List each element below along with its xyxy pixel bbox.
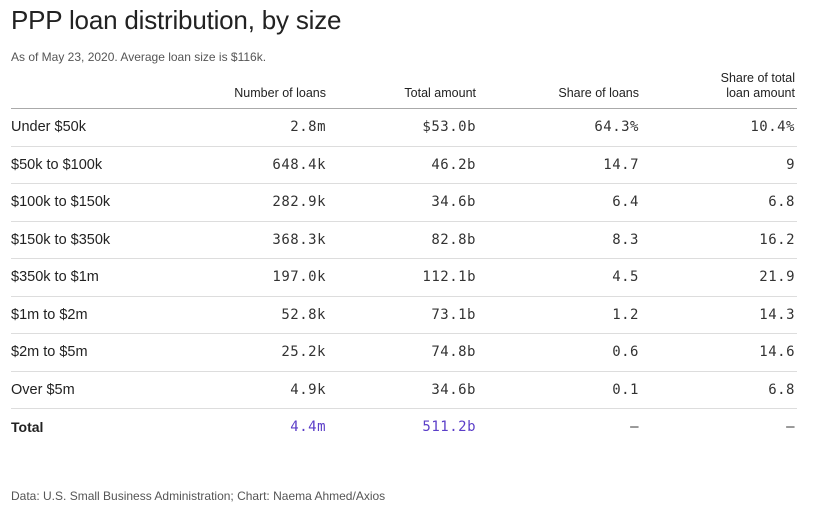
loan-distribution-table: Number of loans Total amount Share of lo… [11,69,797,446]
cell-category: $350k to $1m [11,258,171,297]
cell-share-of-total: 9 [641,146,797,184]
cell-category: Over $5m [11,371,171,409]
total-cell-share-of-total: – [641,408,797,446]
total-cell-category: Total [11,408,171,446]
cell-category: $50k to $100k [11,146,171,184]
cell-total-amount: $53.0b [328,108,478,147]
cell-category: $2m to $5m [11,333,171,372]
header-share-of-loans: Share of loans [478,69,641,109]
table-body: Under $50k 2.8m $53.0b 64.3% 10.4% $50k to $1… [11,108,797,446]
cell-total-amount: 74.8b [328,333,478,372]
cell-number-of-loans: 648.4k [171,146,328,184]
table-row: Over $5m 4.9k 34.6b 0.1 6.8 [11,371,797,409]
cell-number-of-loans: 282.9k [171,183,328,222]
cell-number-of-loans: 368.3k [171,221,328,259]
header-category [11,69,171,109]
table-row: Under $50k 2.8m $53.0b 64.3% 10.4% [11,108,797,147]
cell-share-of-loans: 14.7 [478,146,641,184]
header-number-of-loans: Number of loans [171,69,328,109]
table-row: $2m to $5m 25.2k 74.8b 0.6 14.6 [11,333,797,372]
chart-title: PPP loan distribution, by size [11,5,342,35]
cell-share-of-total: 14.3 [641,296,797,334]
table-row: $1m to $2m 52.8k 73.1b 1.2 14.3 [11,296,797,334]
total-cell-share-of-loans: – [478,408,641,446]
cell-total-amount: 34.6b [328,371,478,409]
cell-share-of-total: 14.6 [641,333,797,372]
cell-share-of-loans: 4.5 [478,258,641,297]
cell-number-of-loans: 25.2k [171,333,328,372]
cell-number-of-loans: 197.0k [171,258,328,297]
table-total-row: Total 4.4m 511.2b – – [11,408,797,446]
table-row: $150k to $350k 368.3k 82.8b 8.3 16.2 [11,221,797,259]
header-share-of-total-line2: loan amount [726,86,795,100]
cell-share-of-loans: 8.3 [478,221,641,259]
table-row: $50k to $100k 648.4k 46.2b 14.7 9 [11,146,797,184]
header-share-of-total-line1: Share of total [720,71,795,85]
cell-share-of-loans: 64.3% [478,108,641,147]
cell-total-amount: 46.2b [328,146,478,184]
total-cell-number-of-loans: 4.4m [171,408,328,446]
cell-share-of-total: 6.8 [641,183,797,222]
cell-share-of-total: 16.2 [641,221,797,259]
cell-number-of-loans: 52.8k [171,296,328,334]
cell-number-of-loans: 2.8m [171,108,328,147]
header-total-amount: Total amount [328,69,478,109]
cell-share-of-loans: 0.6 [478,333,641,372]
cell-total-amount: 112.1b [328,258,478,297]
cell-category: $150k to $350k [11,221,171,259]
cell-total-amount: 82.8b [328,221,478,259]
table-row: $350k to $1m 197.0k 112.1b 4.5 21.9 [11,258,797,297]
table-header-row: Number of loans Total amount Share of lo… [11,69,797,109]
header-share-of-total: Share of total loan amount [641,69,797,109]
cell-share-of-loans: 6.4 [478,183,641,222]
table-row: $100k to $150k 282.9k 34.6b 6.4 6.8 [11,183,797,222]
cell-category: $1m to $2m [11,296,171,334]
cell-total-amount: 73.1b [328,296,478,334]
cell-number-of-loans: 4.9k [171,371,328,409]
chart-source: Data: U.S. Small Business Administration… [11,489,386,503]
cell-category: Under $50k [11,108,171,147]
cell-share-of-total: 6.8 [641,371,797,409]
cell-category: $100k to $150k [11,183,171,222]
cell-share-of-total: 10.4% [641,108,797,147]
cell-total-amount: 34.6b [328,183,478,222]
cell-share-of-total: 21.9 [641,258,797,297]
total-cell-total-amount: 511.2b [328,408,478,446]
chart-subtitle: As of May 23, 2020. Average loan size is… [11,50,267,64]
cell-share-of-loans: 0.1 [478,371,641,409]
cell-share-of-loans: 1.2 [478,296,641,334]
